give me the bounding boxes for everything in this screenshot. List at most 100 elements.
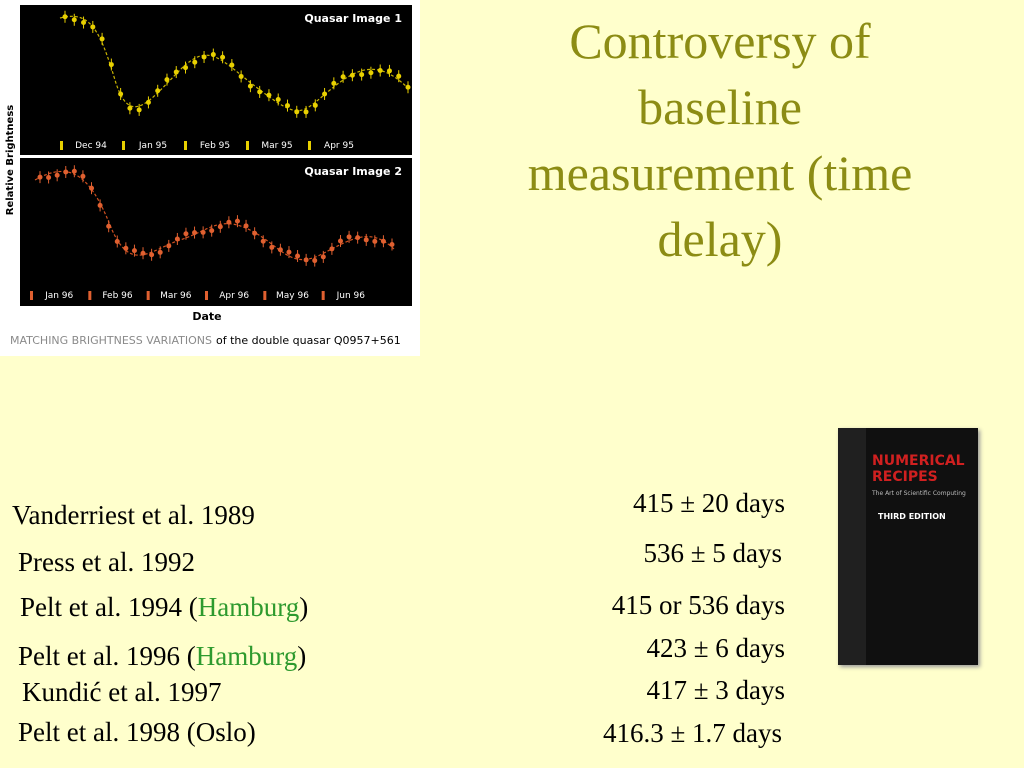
point [295, 253, 301, 259]
name-part: Press et al. 1992 [18, 547, 195, 577]
point [209, 228, 215, 234]
point [389, 242, 395, 248]
point [337, 238, 343, 244]
point [106, 223, 112, 229]
caption: MATCHING BRIGHTNESS VARIATIONS of the dou… [10, 334, 401, 347]
points-1 [62, 10, 411, 118]
point [275, 96, 281, 102]
point [80, 173, 86, 179]
point [217, 224, 223, 230]
point [340, 74, 346, 80]
point [372, 238, 378, 244]
point [118, 91, 124, 97]
point [260, 238, 266, 244]
month-marker [60, 141, 63, 150]
y-axis-label: Relative Brightness [5, 105, 16, 216]
point [269, 244, 275, 250]
point [136, 107, 142, 113]
name-part: Pelt et al. 1998 (Oslo) [18, 717, 256, 747]
point [46, 174, 52, 180]
point [355, 235, 361, 241]
point [99, 36, 105, 42]
point [71, 168, 77, 174]
point [405, 84, 411, 90]
reference-name: Press et al. 1992 [18, 547, 195, 578]
point [257, 89, 263, 95]
point [363, 237, 369, 243]
point [277, 247, 283, 253]
book-spine [838, 428, 866, 665]
point [359, 72, 365, 78]
point [349, 72, 355, 78]
point [303, 257, 309, 263]
point [166, 243, 172, 249]
point [294, 109, 300, 115]
highlight: Hamburg [197, 592, 300, 622]
month-marker [263, 291, 267, 300]
month-label: Mar 95 [261, 141, 292, 151]
reference-name: Pelt et al. 1998 (Oslo) [18, 717, 256, 748]
point [145, 99, 151, 105]
month-label: May 96 [276, 291, 309, 301]
point [71, 17, 77, 23]
point [312, 102, 318, 108]
name-part: ) [297, 641, 307, 671]
point [192, 59, 198, 65]
month-marker [321, 291, 325, 300]
reference-name: Vanderriest et al. 1989 [12, 500, 255, 531]
reference-result: 416.3 ± 1.7 days [602, 718, 782, 748]
point [54, 172, 60, 178]
month-marker [205, 291, 208, 300]
point [140, 250, 146, 256]
point [81, 20, 87, 26]
point [284, 103, 290, 109]
name-part: Pelt et al. 1994 ( [20, 592, 198, 622]
point [210, 52, 216, 58]
points-2 [37, 165, 395, 267]
point [386, 68, 392, 74]
point [220, 54, 226, 60]
point [266, 92, 272, 98]
point [312, 258, 318, 264]
reference-name: Pelt et al. 1994 (Hamburg) [20, 592, 308, 623]
name-part: Pelt et al. 1996 ( [18, 641, 196, 671]
point [114, 239, 120, 245]
reference-result: 536 ± 5 days [643, 538, 782, 568]
reference-result: 417 ± 3 days [646, 675, 785, 705]
month-label: Feb 95 [200, 141, 230, 151]
point [123, 245, 129, 251]
name-part: Kundić et al. 1997 [22, 677, 222, 707]
reference-name: Pelt et al. 1996 (Hamburg) [18, 641, 306, 672]
point [174, 236, 180, 242]
book-title: NUMERICAL RECIPES [872, 453, 965, 485]
month-label: Jan 96 [44, 291, 73, 301]
point [201, 54, 207, 60]
quasar-figure: Quasar Image 1 Quasar Image 2 Dec 94 Jan … [0, 0, 420, 356]
point [247, 83, 253, 89]
panel-1 [20, 5, 412, 155]
month-marker [308, 141, 311, 150]
point [286, 249, 292, 255]
month-marker [30, 291, 33, 300]
name-part: Vanderriest et al. 1989 [12, 500, 255, 530]
panel-label: Quasar Image 2 [304, 165, 402, 178]
month-marker [122, 141, 125, 150]
point [63, 169, 69, 175]
point [37, 174, 43, 180]
point [396, 73, 402, 79]
caption-rest: of the double quasar Q0957+561 [216, 334, 401, 347]
book-edition: THIRD EDITION [878, 512, 946, 521]
reference-result: 415 ± 20 days [632, 488, 785, 518]
point [131, 248, 137, 254]
point [183, 231, 189, 237]
point [155, 88, 161, 94]
point [183, 65, 189, 71]
month-marker [246, 141, 249, 150]
name-part: ) [299, 592, 309, 622]
book-cover: NUMERICAL RECIPES The Art of Scientific … [838, 428, 978, 665]
point [192, 230, 198, 236]
point [157, 249, 163, 255]
point [238, 73, 244, 79]
point [62, 14, 68, 20]
